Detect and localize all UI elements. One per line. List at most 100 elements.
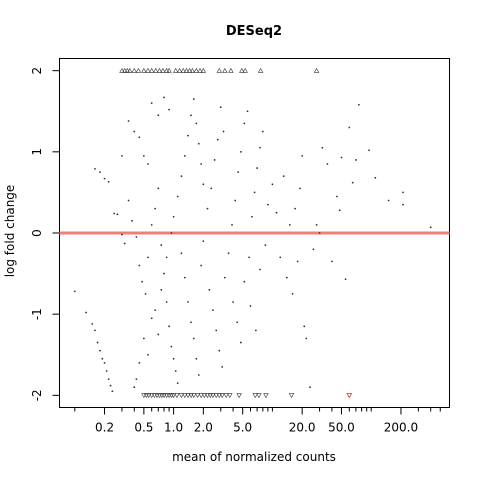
data-point <box>200 264 203 267</box>
data-point <box>218 349 221 352</box>
capped-point-down <box>252 393 258 399</box>
y-tick-label: -2 <box>30 389 44 401</box>
data-point <box>170 232 173 234</box>
capped-point-down <box>161 393 167 399</box>
data-point <box>135 236 138 238</box>
data-point <box>206 207 209 210</box>
data-point <box>163 96 165 99</box>
data-point <box>176 195 179 198</box>
capped-point-up <box>119 67 125 73</box>
chart-title: DESeq2 <box>226 24 282 39</box>
data-point <box>232 301 234 303</box>
data-point <box>127 199 130 202</box>
data-point <box>107 378 110 380</box>
data-point <box>103 177 106 180</box>
data-point <box>253 191 256 194</box>
y-tick-label: 0 <box>30 229 44 237</box>
data-point <box>172 357 175 360</box>
data-point <box>197 374 200 376</box>
capped-point-up <box>216 67 223 73</box>
data-point <box>288 223 291 226</box>
data-point <box>94 167 96 170</box>
capped-point-down <box>201 393 208 399</box>
data-point <box>123 242 126 245</box>
capped-point-down <box>191 393 197 399</box>
capped-point-down <box>146 393 152 399</box>
capped-point-up <box>166 67 172 73</box>
data-point <box>208 288 211 291</box>
capped-point-up <box>122 67 128 73</box>
data-point <box>157 187 160 190</box>
data-point <box>243 280 246 283</box>
capped-point-down <box>198 393 204 399</box>
data-point <box>279 256 282 259</box>
data-point <box>216 138 219 141</box>
data-point <box>213 159 216 161</box>
data-point <box>121 233 123 236</box>
data-point <box>85 311 87 314</box>
capped-point-down <box>204 393 211 399</box>
x-axis: 0.2 0.5 1.0 2.0 5.0 20.0 50.0 200.0 <box>74 407 441 435</box>
data-point <box>142 154 145 157</box>
data-point <box>144 292 147 295</box>
data-point <box>147 256 149 259</box>
data-point <box>99 349 101 352</box>
data-point <box>275 211 278 214</box>
data-point <box>344 278 347 281</box>
data-point <box>183 276 186 279</box>
capped-point-up <box>135 67 142 73</box>
data-point <box>231 223 233 226</box>
x-tick-label: 0.2 <box>95 421 114 435</box>
data-point <box>259 268 261 271</box>
y-axis: 2 1 0 -1 -2 <box>30 67 60 401</box>
data-point <box>190 114 192 117</box>
capped-point-up <box>313 67 320 73</box>
data-point <box>180 175 183 178</box>
data-point <box>113 212 116 215</box>
data-point <box>340 156 343 159</box>
y-axis-label: log fold change <box>3 185 17 278</box>
data-point <box>160 244 163 247</box>
data-point <box>187 301 189 303</box>
data-point <box>315 223 318 226</box>
data-point <box>321 146 324 149</box>
capped-point-down <box>188 393 194 399</box>
data-point <box>348 126 351 129</box>
data-point <box>305 337 308 340</box>
data-point <box>160 288 163 291</box>
data-point <box>236 321 239 324</box>
capped-point-up <box>153 67 159 73</box>
data-point <box>351 181 354 184</box>
data-point <box>402 191 404 194</box>
data-point <box>150 223 153 226</box>
x-tick-label: 5.0 <box>233 421 252 435</box>
data-point <box>291 292 294 295</box>
data-point <box>240 341 242 344</box>
data-point <box>200 163 203 165</box>
capped-point-down <box>263 393 269 399</box>
data-point <box>223 276 226 279</box>
data-point <box>150 102 153 105</box>
data-point <box>215 329 218 332</box>
data-point <box>338 209 341 212</box>
data-point <box>212 309 214 312</box>
data-point <box>285 276 288 279</box>
data-point <box>261 130 264 133</box>
data-point <box>150 317 153 320</box>
data-point <box>227 252 230 255</box>
data-point <box>157 333 160 336</box>
data-point <box>312 248 315 251</box>
data-point <box>172 215 175 218</box>
capped-point-down <box>216 393 223 399</box>
data-point <box>303 325 306 328</box>
data-point <box>94 329 96 332</box>
capped-point-up <box>156 67 163 73</box>
data-point <box>157 114 160 117</box>
data-point <box>368 149 370 152</box>
capped-point-down <box>182 393 188 399</box>
data-point <box>165 256 168 259</box>
data-point <box>195 122 198 125</box>
data-point <box>109 384 112 387</box>
data-point <box>374 176 377 179</box>
data-point <box>221 366 224 368</box>
